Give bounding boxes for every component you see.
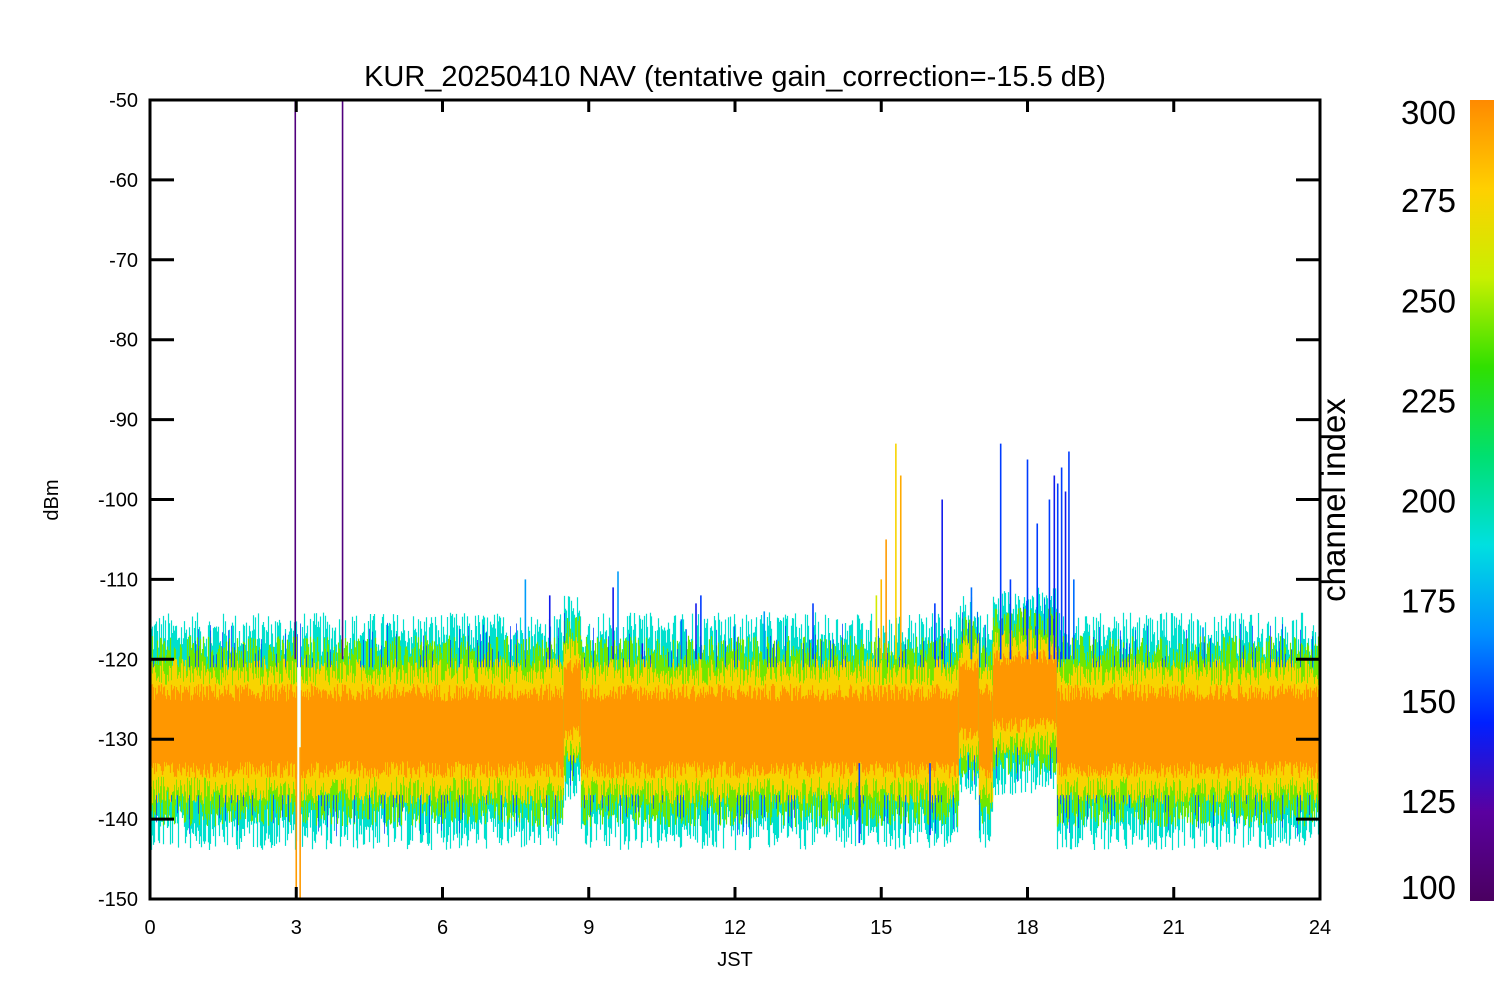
- colorbar-tick-label: 225: [1401, 382, 1456, 419]
- colorbar-tick-label: 125: [1401, 783, 1456, 820]
- noise-band-channel-top: [978, 683, 994, 779]
- noise-floor-segment: [580, 612, 960, 851]
- y-tick-label: -50: [109, 90, 138, 112]
- noise-floor-segment: [149, 612, 565, 850]
- colorbar-tick-label: 300: [1401, 94, 1456, 131]
- colorbar-tick-label: 200: [1401, 483, 1456, 520]
- colorbar-tick-label: 175: [1401, 583, 1456, 620]
- colorbar-label: channel index: [1315, 398, 1352, 602]
- noise-outliers: [979, 624, 986, 831]
- noise-floor-segment: [992, 587, 1058, 796]
- noise-floor-segment: [978, 614, 994, 848]
- x-tick-label: 9: [583, 917, 594, 939]
- y-axis: -50 -60 -70 -80 -90 -100 -110 -120 -130 -140 -150: [98, 90, 1320, 911]
- noise-band-channel-top: [958, 658, 980, 741]
- x-tick-label: 12: [724, 917, 746, 939]
- y-tick-label: -70: [109, 250, 138, 272]
- colorbar-tick-label: 150: [1401, 683, 1456, 720]
- noise-outliers: [962, 612, 978, 785]
- y-tick-label: -100: [98, 490, 138, 512]
- noise-floor-segment: [958, 596, 980, 800]
- chart-title: KUR_20250410 NAV (tentative gain_correct…: [364, 61, 1106, 93]
- colorbar: [1470, 100, 1494, 901]
- y-tick-label: -130: [98, 729, 138, 751]
- noise-band-channel-top: [149, 683, 565, 779]
- y-tick-label: -90: [109, 410, 138, 432]
- y-tick-label: -60: [109, 170, 138, 192]
- noise-band-channel-top: [563, 659, 582, 741]
- noise-outliers: [584, 623, 954, 836]
- noise-outliers: [564, 613, 574, 786]
- x-tick-label: 0: [144, 917, 155, 939]
- x-axis: 0 3 6 9 12 15 18 21 24: [144, 100, 1331, 939]
- noise-floor-segment: [563, 595, 582, 801]
- y-tick-label: -110: [99, 569, 138, 591]
- colorbar-ticks: 100 125 150 175 200 225 250 275 300: [1401, 94, 1456, 906]
- x-tick-label: 3: [291, 917, 302, 939]
- noise-band-channel-top: [1056, 683, 1321, 779]
- y-tick-label: -80: [109, 330, 138, 352]
- colorbar-tick-label: 100: [1401, 869, 1456, 906]
- x-axis-label: JST: [717, 949, 753, 971]
- y-tick-label: -120: [98, 649, 138, 671]
- colorbar-tick-label: 275: [1401, 182, 1456, 219]
- x-tick-label: 15: [870, 917, 892, 939]
- x-tick-label: 18: [1016, 917, 1038, 939]
- colorbar-tick-label: 250: [1401, 282, 1456, 319]
- y-tick-label: -140: [98, 809, 138, 831]
- x-tick-label: 6: [437, 917, 448, 939]
- y-tick-label: -150: [98, 889, 138, 911]
- y-axis-label: dBm: [41, 479, 63, 520]
- plot-data-area: [149, 100, 1321, 899]
- noise-outliers: [996, 598, 1057, 782]
- x-tick-label: 21: [1163, 917, 1185, 939]
- x-tick-label: 24: [1309, 917, 1331, 939]
- noise-band-channel-top: [992, 649, 1058, 733]
- noise-band-channel-top: [580, 683, 960, 779]
- noise-floor-segment: [1056, 612, 1321, 851]
